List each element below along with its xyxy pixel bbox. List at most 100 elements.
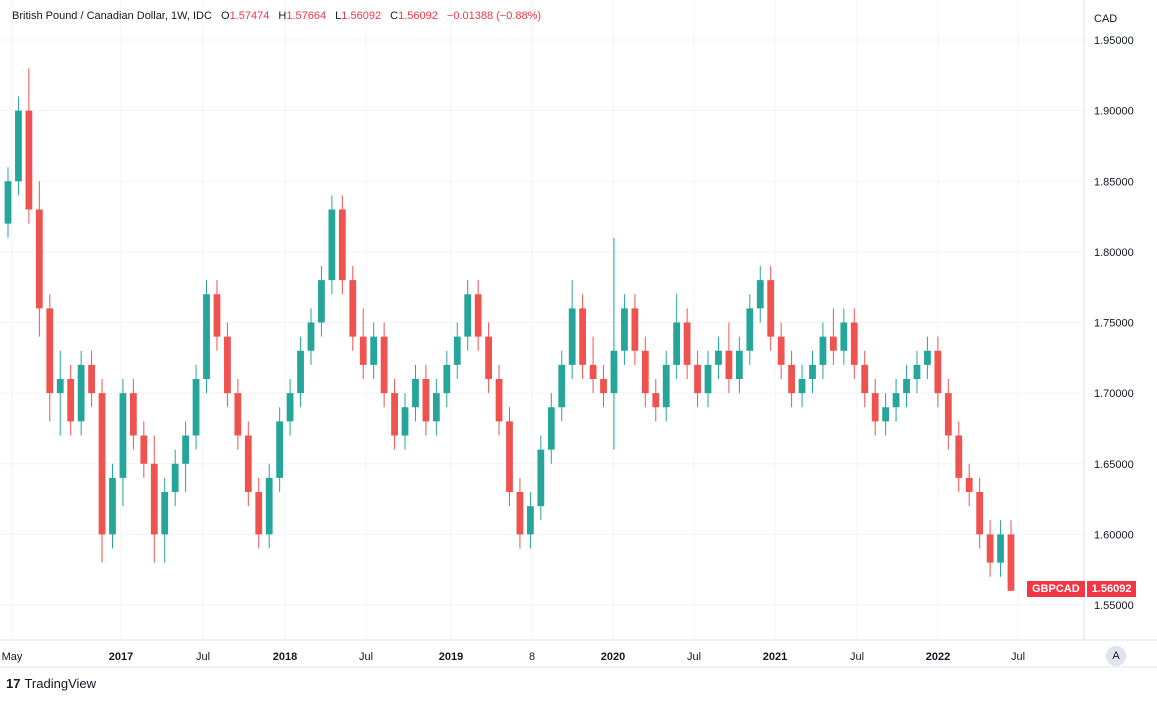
candle-body	[641, 350, 649, 394]
candle-body	[359, 336, 367, 365]
candle-body	[1007, 534, 1015, 591]
x-tick-label: 2022	[926, 651, 950, 663]
x-tick-label: May	[2, 651, 23, 663]
candle	[997, 520, 1004, 577]
symbol-legend[interactable]: British Pound / Canadian Dollar, 1W, IDC…	[12, 10, 541, 22]
candle	[892, 379, 900, 422]
symbol-title[interactable]: British Pound / Canadian Dollar, 1W, IDC	[12, 10, 212, 22]
candle-body	[98, 393, 106, 535]
candle-body	[715, 350, 722, 365]
x-tick-label: Jul	[850, 651, 864, 663]
candle-body	[547, 407, 555, 450]
candle-body	[119, 393, 127, 478]
candle	[224, 322, 231, 408]
candle	[443, 350, 451, 408]
x-tick-label: 2017	[109, 651, 133, 663]
candle-body	[15, 110, 22, 182]
candle-body	[109, 477, 116, 535]
candle	[829, 308, 837, 365]
candle	[903, 364, 910, 408]
candle-body	[704, 364, 712, 394]
y-tick-label: 1.65000	[1094, 459, 1134, 471]
candle-body	[537, 449, 545, 507]
candle	[934, 336, 942, 408]
low-value: 1.56092	[341, 10, 382, 22]
candle-body	[453, 336, 461, 365]
candle	[46, 294, 54, 422]
candle-body	[798, 379, 806, 394]
y-tick-label: 1.75000	[1094, 318, 1134, 330]
candle-body	[349, 280, 357, 337]
candle-body	[631, 308, 639, 351]
candle	[506, 407, 513, 507]
tradingview-footer[interactable]: 17 TradingView	[6, 676, 96, 691]
candle-body	[903, 379, 910, 394]
candle-body	[882, 407, 890, 422]
candle-body	[443, 364, 451, 394]
candle-body	[307, 322, 315, 351]
candle	[432, 379, 440, 436]
candle	[694, 350, 701, 408]
candle	[944, 379, 952, 450]
tradingview-brand[interactable]: TradingView	[24, 676, 97, 691]
candle	[161, 477, 169, 563]
candle-body	[568, 308, 576, 365]
candle	[474, 280, 482, 351]
candle	[15, 96, 22, 196]
candle-body	[788, 364, 795, 394]
candle	[98, 379, 106, 563]
candle-body	[861, 364, 869, 394]
candle-body	[422, 379, 430, 422]
candle	[652, 379, 660, 422]
candle	[380, 322, 388, 408]
candle	[913, 350, 921, 394]
candle	[537, 435, 545, 521]
y-tick-label: 1.95000	[1094, 35, 1134, 47]
candle-body	[694, 364, 701, 394]
candle	[391, 379, 398, 450]
candle	[349, 266, 357, 351]
candle-body	[944, 393, 952, 436]
candle-body	[673, 322, 681, 365]
candle	[621, 294, 628, 365]
x-tick-label: 2020	[601, 651, 625, 663]
candle	[631, 294, 639, 365]
candle-body	[140, 435, 148, 464]
candle-body	[485, 336, 492, 379]
candle-body	[286, 393, 294, 422]
candle-body	[4, 181, 12, 224]
candle-body	[579, 308, 587, 365]
candle	[422, 364, 430, 436]
candles	[4, 68, 1015, 591]
candle	[150, 435, 158, 563]
candle-body	[35, 209, 43, 309]
candle-body	[67, 379, 75, 422]
candle	[276, 407, 284, 492]
candle	[88, 350, 95, 408]
candle-body	[474, 294, 482, 337]
candle-body	[829, 336, 837, 351]
candle	[244, 421, 252, 507]
candle-body	[255, 492, 263, 535]
candle	[255, 477, 263, 549]
last-price-tag: GBPCAD 1.56092	[1027, 581, 1137, 597]
candle	[600, 364, 607, 408]
candle-body	[338, 209, 346, 281]
candle-body	[610, 350, 618, 394]
candle	[370, 322, 378, 379]
candle-body	[265, 477, 273, 535]
y-tick-label: 1.80000	[1094, 247, 1134, 259]
time-axis[interactable]: May 2017 Jul 2018 Jul 2019 8 2020 Jul 2021 Jul 2022…	[2, 651, 1025, 663]
candle	[129, 379, 137, 450]
candle-body	[77, 364, 85, 422]
candle	[735, 336, 743, 394]
auto-scale-button[interactable]: A	[1106, 646, 1126, 666]
candle	[547, 393, 555, 464]
x-tick-label: Jul	[359, 651, 373, 663]
price-axis[interactable]: 1.95000 1.90000 1.85000 1.80000 1.75000 1.700…	[1094, 35, 1134, 612]
candle	[192, 364, 200, 450]
candle	[725, 322, 733, 394]
candle-body	[725, 350, 733, 379]
candle	[328, 195, 336, 295]
